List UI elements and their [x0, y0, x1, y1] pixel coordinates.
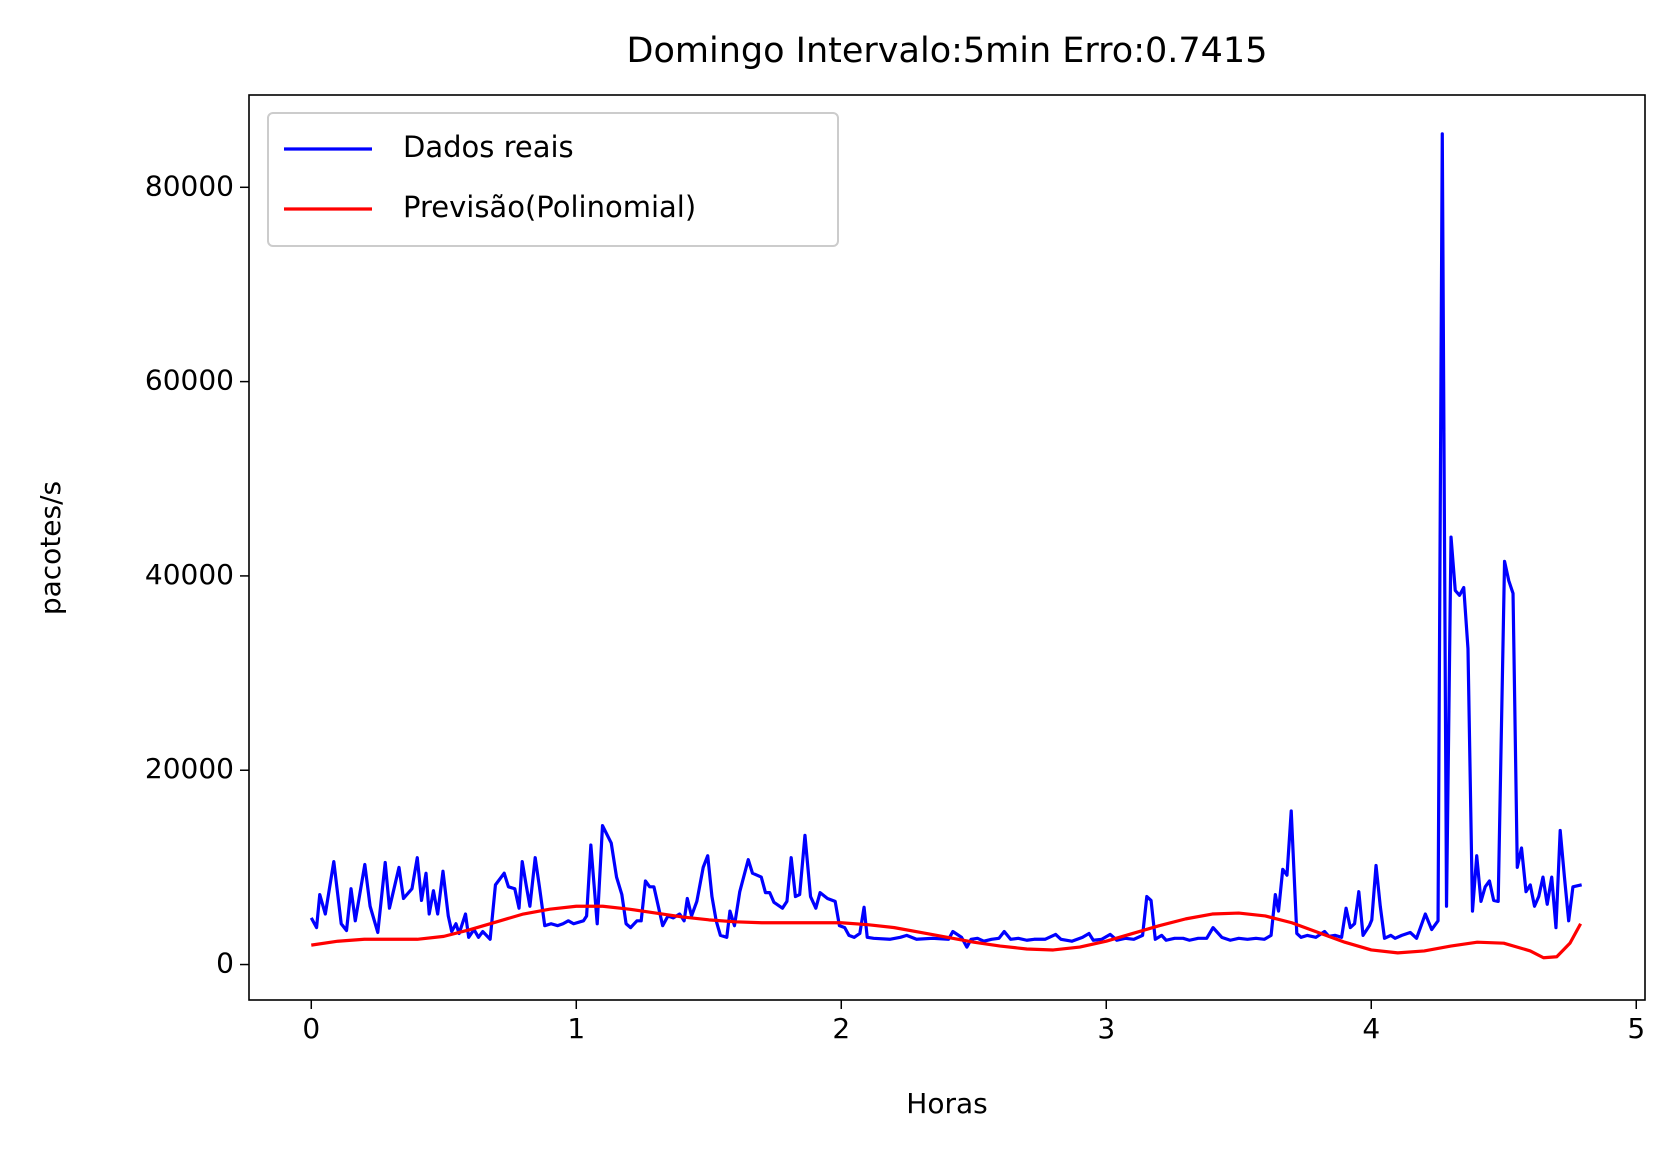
- x-tick-label: 2: [832, 1012, 850, 1045]
- plot-frame: [248, 94, 1646, 1001]
- y-tick-label: 80000: [145, 169, 234, 202]
- y-tick-label: 60000: [145, 364, 234, 397]
- chart-title: Domingo Intervalo:5min Erro:0.7415: [627, 31, 1268, 71]
- y-axis-label: pacotes/s: [34, 481, 67, 615]
- x-tick-label: 3: [1097, 1012, 1115, 1045]
- x-tick-label: 0: [302, 1012, 320, 1045]
- x-axis-label: Horas: [906, 1087, 987, 1120]
- legend-label: Previsão(Polinomial): [403, 190, 696, 224]
- y-tick-label: 0: [216, 947, 234, 980]
- legend-box: [267, 112, 839, 247]
- x-tick-label: 5: [1627, 1012, 1645, 1045]
- data-line: [309, 132, 1583, 949]
- data-line: [311, 904, 1583, 960]
- y-tick-label: 20000: [145, 752, 234, 785]
- y-tick-label: 40000: [145, 558, 234, 591]
- legend-label: Dados reais: [403, 130, 574, 164]
- x-tick-label: 4: [1362, 1012, 1380, 1045]
- x-tick-label: 1: [567, 1012, 585, 1045]
